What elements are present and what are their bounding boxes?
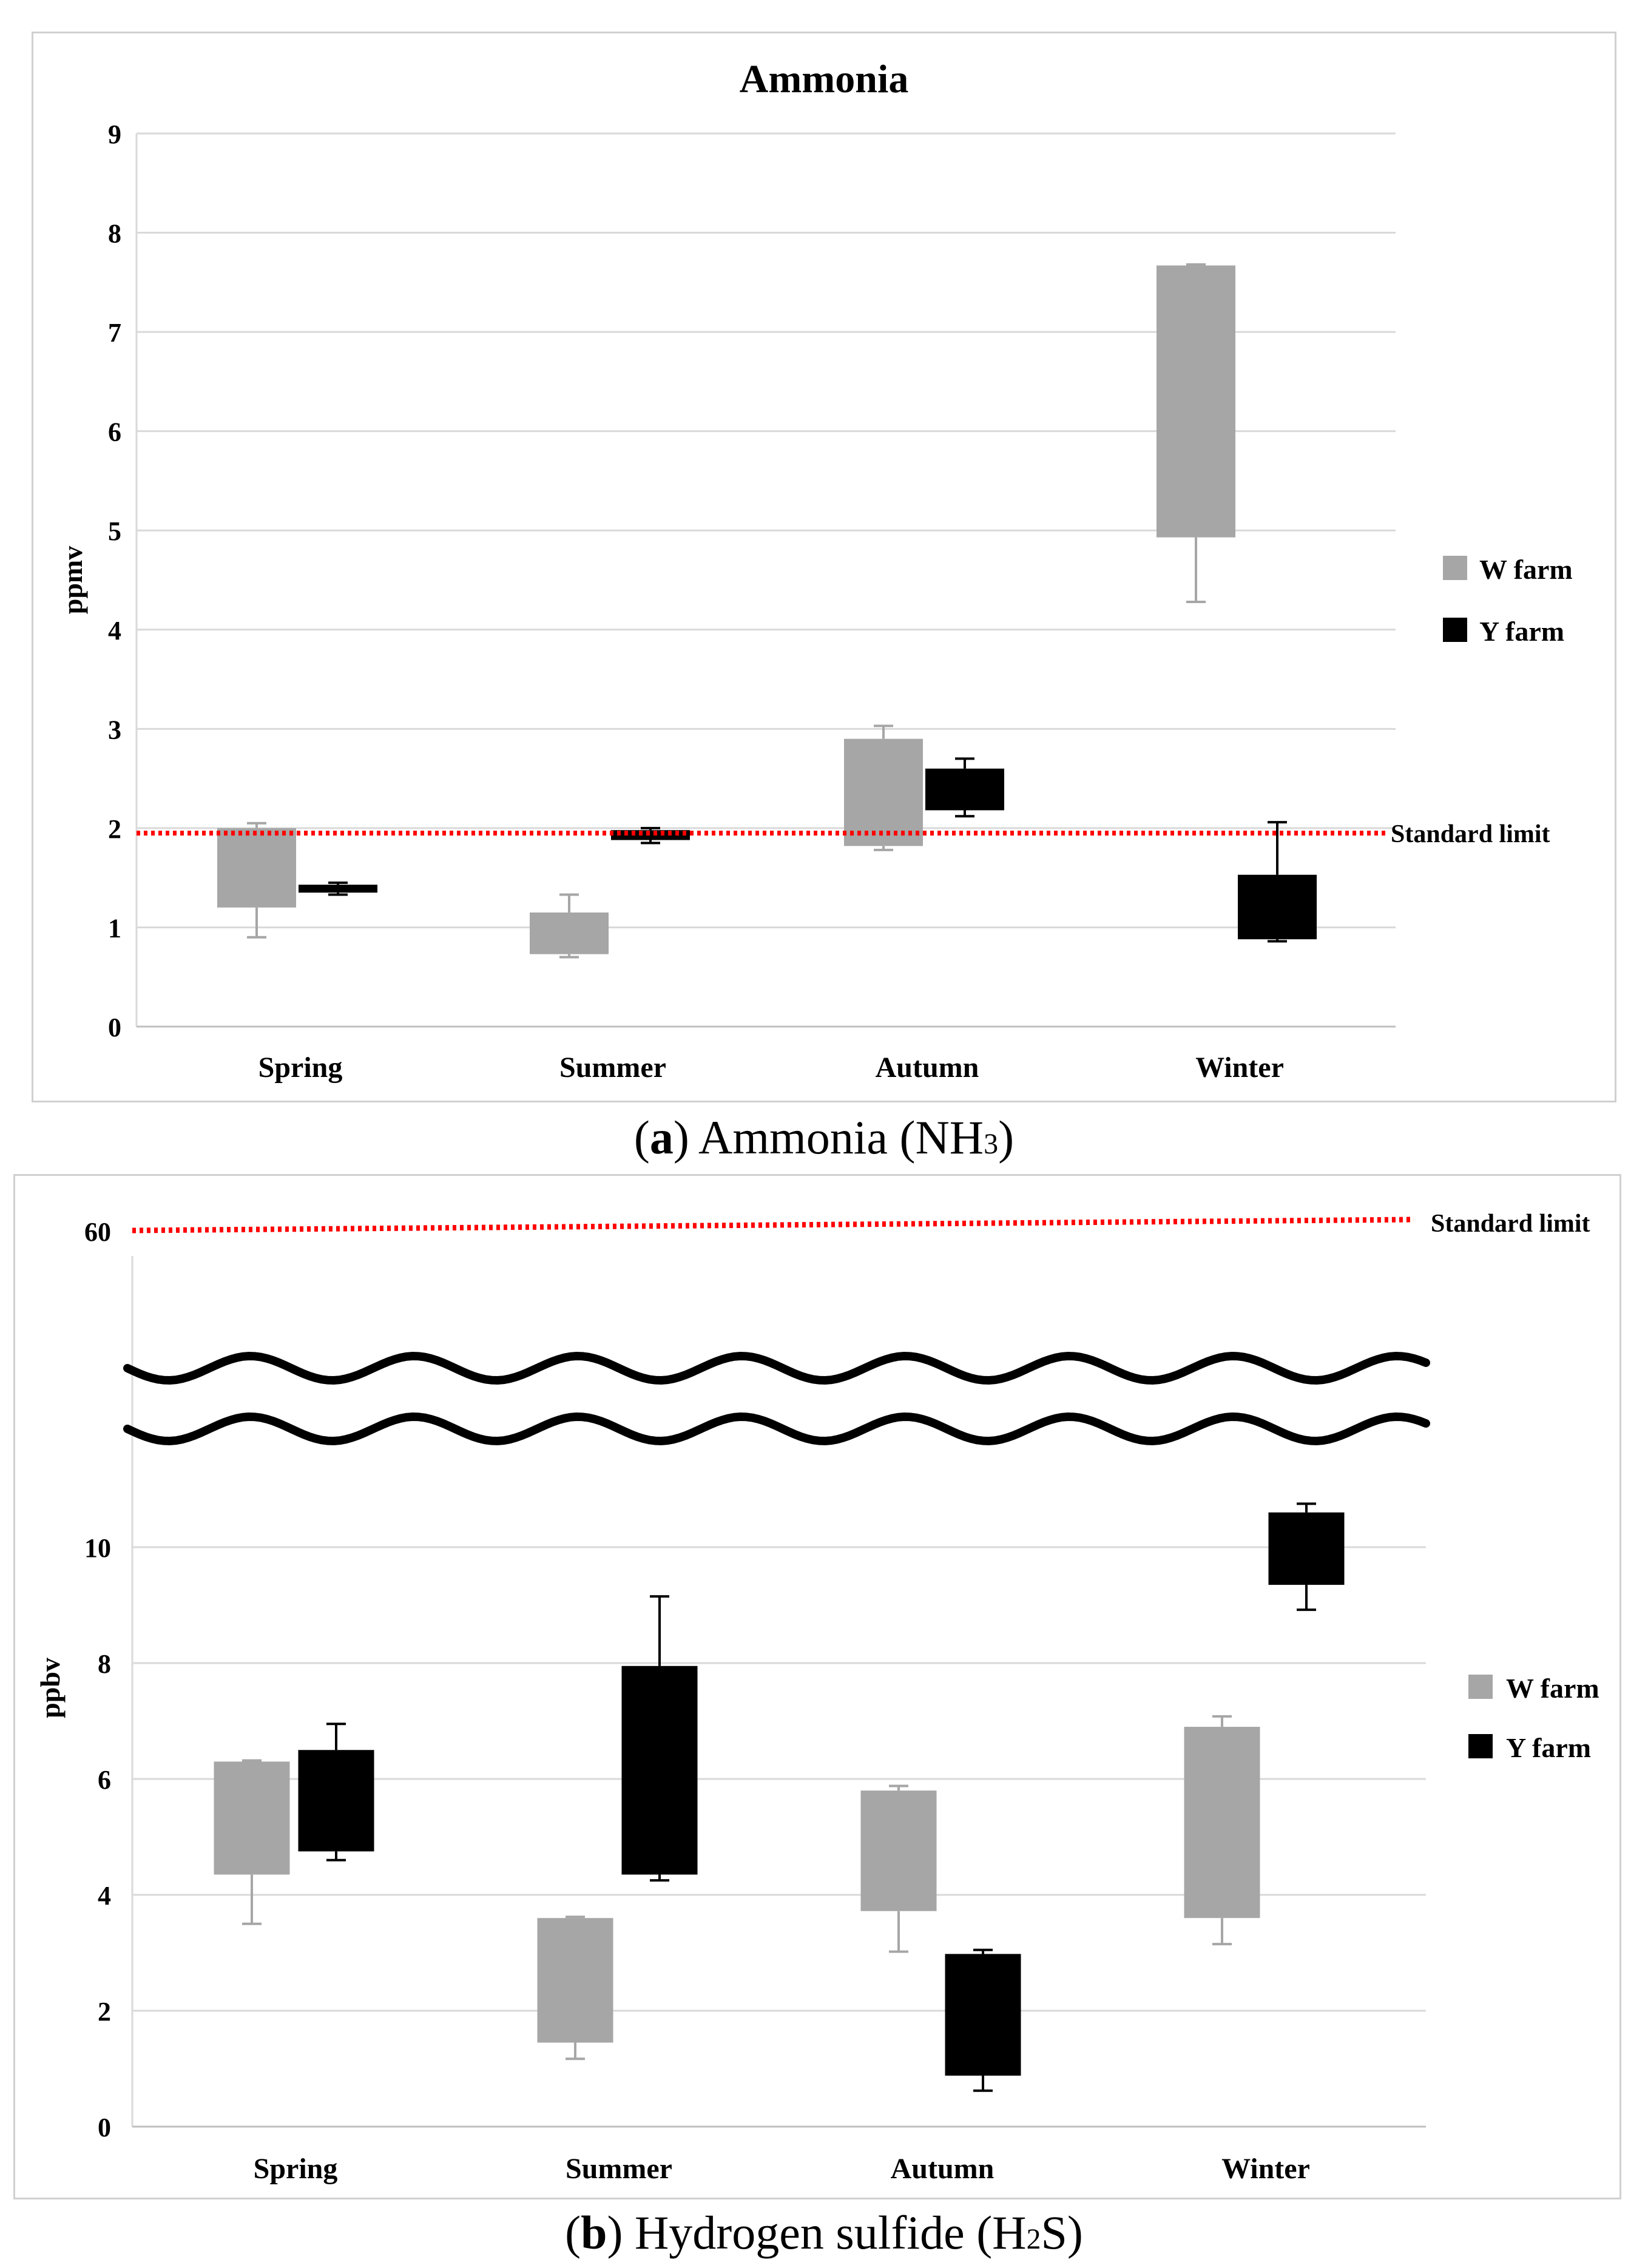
chart-panel-b [13, 1174, 1621, 2199]
caption-b-text: ) Hydrogen sulfide (H [607, 2206, 1027, 2259]
y-tick-a-8: 8 [108, 219, 121, 249]
y-tick-a-7: 7 [108, 318, 121, 348]
w-farm-box-autumn [844, 738, 923, 846]
y-tick-a-0: 0 [108, 1013, 121, 1042]
caption-a-text: ) Ammonia (NH [673, 1111, 984, 1164]
legend-swatch-a-0 [1443, 556, 1467, 580]
legend-swatch-a-1 [1443, 618, 1467, 642]
caption-b-tail: S) [1041, 2206, 1083, 2259]
caption-a-tail: ) [998, 1111, 1015, 1164]
standard-limit-label-a: Standard limit [1391, 820, 1550, 848]
chart-panel-a [32, 32, 1616, 1102]
w-farm-box-winter [1184, 1727, 1260, 1919]
w-farm-box-winter [1157, 265, 1235, 538]
y-tick-b-10: 10 [84, 1533, 111, 1563]
chart-a-title: Ammonia [740, 57, 909, 101]
y-farm-box-summer [621, 1666, 698, 1875]
axis-break-wave-upper [123, 1351, 1430, 1385]
standard-limit-label-b: Standard limit [1431, 1210, 1590, 1238]
y-tick-b-2: 2 [98, 1997, 111, 2027]
caption-b: (b) Hydrogen sulfide (H2S) [565, 2206, 1083, 2259]
legend-label-a-1: Y farm [1479, 616, 1564, 647]
caption-b-sub: 2 [1026, 2223, 1041, 2255]
axis-break-wave-lower [123, 1412, 1430, 1446]
y-tick-b-6: 6 [98, 1765, 111, 1795]
legend-label-b-0: W farm [1506, 1673, 1599, 1704]
x-tick-b-winter: Winter [1221, 2153, 1310, 2185]
y-tick-b-8: 8 [98, 1649, 111, 1679]
x-tick-a-autumn: Autumn [876, 1051, 979, 1084]
w-farm-box-spring [217, 828, 296, 908]
caption-a: (a) Ammonia (NH3) [633, 1111, 1015, 1164]
x-tick-b-autumn: Autumn [891, 2153, 995, 2185]
y-tick-a-6: 6 [108, 417, 121, 447]
y-tick-a-4: 4 [108, 616, 121, 646]
w-farm-box-spring [214, 1761, 290, 1875]
y-tick-a-5: 5 [108, 516, 121, 546]
x-tick-a-summer: Summer [559, 1051, 666, 1084]
y-farm-box-autumn [945, 1954, 1021, 2076]
w-farm-box-summer [537, 1918, 613, 2043]
legend-swatch-b-1 [1468, 1734, 1493, 1758]
caption-a-sub: 3 [984, 1128, 999, 1160]
caption-b-letter: b [581, 2206, 607, 2259]
x-tick-a-spring: Spring [258, 1051, 343, 1084]
standard-limit-line-b [132, 1217, 1414, 1234]
y-tick-b-0: 0 [98, 2113, 111, 2142]
y-farm-box-winter [1238, 874, 1317, 940]
y-farm-box-spring [298, 1750, 374, 1852]
w-farm-box-autumn [860, 1790, 937, 1911]
y-tick-a-9: 9 [108, 120, 121, 149]
y-tick-a-2: 2 [108, 814, 121, 844]
y-label-b: ppbv [35, 1658, 66, 1718]
caption-a-letter: a [649, 1111, 674, 1164]
x-tick-a-winter: Winter [1195, 1051, 1284, 1084]
y-farm-box-winter [1268, 1512, 1345, 1585]
y-tick-a-1: 1 [108, 913, 121, 943]
y-farm-box-autumn [925, 768, 1004, 811]
legend-swatch-b-0 [1468, 1675, 1493, 1699]
y-tick-b-top: 60 [84, 1217, 111, 1247]
y-label-a: ppmv [57, 546, 88, 614]
legend-label-a-0: W farm [1479, 554, 1573, 585]
y-tick-b-4: 4 [98, 1881, 111, 1911]
legend-label-b-1: Y farm [1506, 1732, 1591, 1763]
x-tick-b-spring: Spring [254, 2153, 338, 2185]
y-farm-box-spring [299, 885, 377, 893]
w-farm-box-summer [530, 912, 609, 954]
y-tick-a-3: 3 [108, 715, 121, 744]
x-tick-b-summer: Summer [566, 2153, 672, 2185]
